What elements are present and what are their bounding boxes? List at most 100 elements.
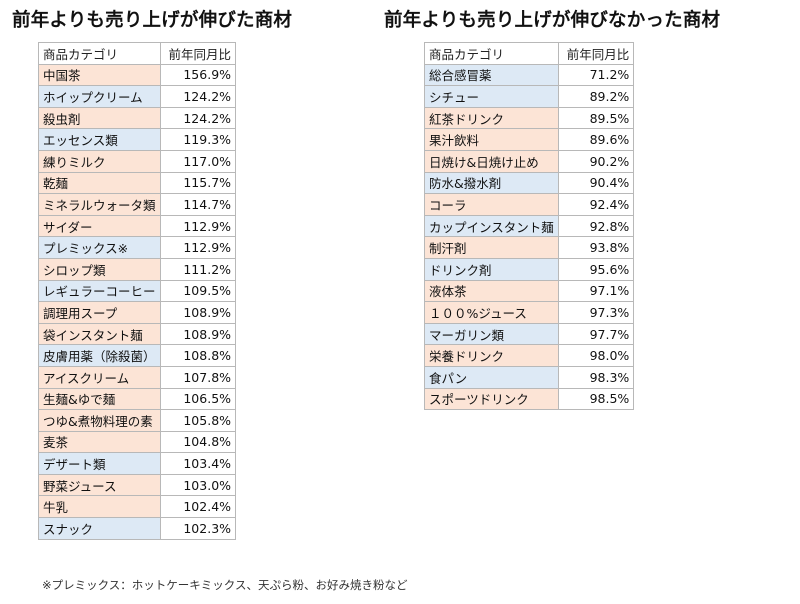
footnote: ※プレミックス：ホットケーキミックス、天ぷら粉、お好み焼き粉など	[42, 578, 408, 592]
table-row: エッセンス類 119.3%	[38, 128, 237, 151]
category-cell: デザート類	[38, 452, 161, 475]
value-header: 前年同月比	[557, 42, 635, 65]
value-cell: 124.2%	[159, 106, 237, 130]
value-cell: 111.2%	[159, 257, 237, 281]
table-row: 栄養ドリンク 98.0%	[424, 344, 635, 367]
value-cell: 124.2%	[159, 85, 237, 108]
category-cell: 液体茶	[424, 279, 559, 303]
category-cell: コーラ	[424, 193, 559, 216]
table-row: カップインスタント麺 92.8%	[424, 214, 635, 238]
category-cell: サイダー	[38, 214, 161, 238]
category-cell: ホイップクリーム	[38, 85, 161, 108]
growth-table: 商品カテゴリ 前年同月比 中国茶 156.9% ホイップクリーム 124.2% 殺虫剤 1…	[38, 42, 237, 540]
category-cell: 制汗剤	[424, 236, 559, 259]
value-cell: 95.6%	[557, 257, 635, 281]
growth-table-body: 中国茶 156.9% ホイップクリーム 124.2% 殺虫剤 124.2% エッセンス類 11…	[38, 63, 237, 540]
category-cell: 練りミルク	[38, 149, 161, 173]
category-cell: 殺虫剤	[38, 106, 161, 130]
table-row: シロップ類 111.2%	[38, 257, 237, 281]
category-cell: 食パン	[424, 365, 559, 389]
value-cell: 93.8%	[557, 236, 635, 259]
category-cell: 乾麺	[38, 171, 161, 195]
table-row: １００%ジュース 97.3%	[424, 301, 635, 324]
value-cell: 106.5%	[159, 387, 237, 411]
growth-title: 前年よりも売り上げが伸びた商材	[12, 10, 293, 31]
value-cell: 90.2%	[557, 149, 635, 173]
category-cell: 防水&撥水剤	[424, 171, 559, 195]
value-cell: 89.2%	[557, 85, 635, 108]
value-header: 前年同月比	[159, 42, 237, 65]
category-cell: レギュラーコーヒー	[38, 279, 161, 303]
category-cell: スポーツドリンク	[424, 387, 559, 411]
table-row: ホイップクリーム 124.2%	[38, 85, 237, 108]
value-cell: 89.6%	[557, 128, 635, 151]
value-cell: 92.4%	[557, 193, 635, 216]
table-row: 殺虫剤 124.2%	[38, 106, 237, 130]
category-cell: 生麺&ゆで麺	[38, 387, 161, 411]
table-row: サイダー 112.9%	[38, 214, 237, 238]
table-row: マーガリン類 97.7%	[424, 322, 635, 346]
value-cell: 108.9%	[159, 322, 237, 346]
category-cell: 中国茶	[38, 63, 161, 87]
category-cell: 皮膚用薬（除殺菌）	[38, 344, 161, 367]
decline-title: 前年よりも売り上げが伸びなかった商材	[384, 10, 721, 31]
category-cell: 麦茶	[38, 430, 161, 454]
value-cell: 89.5%	[557, 106, 635, 130]
category-cell: 調理用スープ	[38, 301, 161, 324]
table-row: コーラ 92.4%	[424, 193, 635, 216]
table-row: 牛乳 102.4%	[38, 495, 237, 519]
value-cell: 119.3%	[159, 128, 237, 151]
value-cell: 105.8%	[159, 409, 237, 432]
value-cell: 104.8%	[159, 430, 237, 454]
table-row: 皮膚用薬（除殺菌） 108.8%	[38, 344, 237, 367]
table-row: 調理用スープ 108.9%	[38, 301, 237, 324]
table-row: 食パン 98.3%	[424, 365, 635, 389]
table-row: スポーツドリンク 98.5%	[424, 387, 635, 411]
decline-table: 商品カテゴリ 前年同月比 総合感冒薬 71.2% シチュー 89.2% 紅茶ドリンク 89…	[424, 42, 635, 411]
table-row: 紅茶ドリンク 89.5%	[424, 106, 635, 130]
category-cell: ドリンク剤	[424, 257, 559, 281]
value-cell: 102.3%	[159, 517, 237, 540]
value-cell: 97.3%	[557, 301, 635, 324]
value-cell: 90.4%	[557, 171, 635, 195]
category-cell: エッセンス類	[38, 128, 161, 151]
table-row: 野菜ジュース 103.0%	[38, 473, 237, 497]
value-cell: 117.0%	[159, 149, 237, 173]
value-cell: 114.7%	[159, 193, 237, 216]
table-row: ミネラルウォータ類 114.7%	[38, 193, 237, 216]
category-cell: 日焼け&日焼け止め	[424, 149, 559, 173]
category-header: 商品カテゴリ	[424, 42, 559, 65]
value-cell: 98.3%	[557, 365, 635, 389]
table-row: 日焼け&日焼け止め 90.2%	[424, 149, 635, 173]
table-row: 総合感冒薬 71.2%	[424, 63, 635, 87]
table-header-row: 商品カテゴリ 前年同月比	[38, 42, 237, 65]
category-cell: 紅茶ドリンク	[424, 106, 559, 130]
table-row: 液体茶 97.1%	[424, 279, 635, 303]
category-cell: 野菜ジュース	[38, 473, 161, 497]
category-cell: ミネラルウォータ類	[38, 193, 161, 216]
value-cell: 97.1%	[557, 279, 635, 303]
category-cell: １００%ジュース	[424, 301, 559, 324]
table-row: レギュラーコーヒー 109.5%	[38, 279, 237, 303]
value-cell: 108.8%	[159, 344, 237, 367]
category-cell: 袋インスタント麺	[38, 322, 161, 346]
value-cell: 112.9%	[159, 236, 237, 259]
category-cell: スナック	[38, 517, 161, 540]
value-cell: 103.0%	[159, 473, 237, 497]
value-cell: 102.4%	[159, 495, 237, 519]
table-row: シチュー 89.2%	[424, 85, 635, 108]
category-cell: マーガリン類	[424, 322, 559, 346]
table-row: 中国茶 156.9%	[38, 63, 237, 87]
table-row: デザート類 103.4%	[38, 452, 237, 475]
table-row: アイスクリーム 107.8%	[38, 365, 237, 389]
category-cell: 牛乳	[38, 495, 161, 519]
value-cell: 156.9%	[159, 63, 237, 87]
value-cell: 98.5%	[557, 387, 635, 411]
category-cell: カップインスタント麺	[424, 214, 559, 238]
table-row: 生麺&ゆで麺 106.5%	[38, 387, 237, 411]
value-cell: 98.0%	[557, 344, 635, 367]
value-cell: 92.8%	[557, 214, 635, 238]
table-row: 練りミルク 117.0%	[38, 149, 237, 173]
category-cell: プレミックス※	[38, 236, 161, 259]
table-row: 防水&撥水剤 90.4%	[424, 171, 635, 195]
